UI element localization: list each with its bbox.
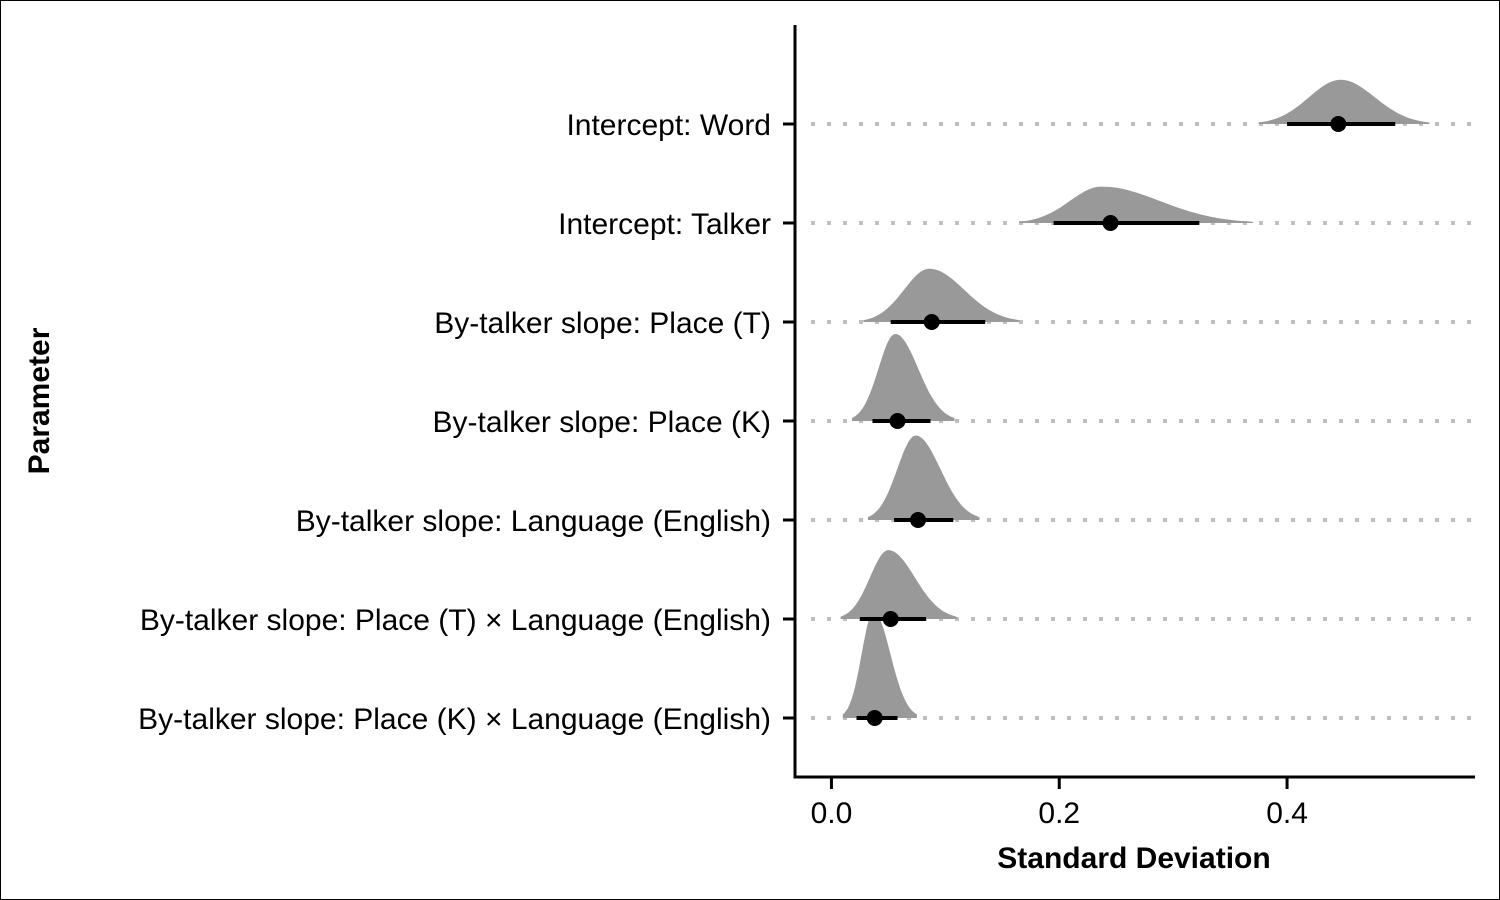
y-tick-label: Intercept: Word	[566, 109, 771, 142]
y-tick-label: By-talker slope: Language (English)	[296, 505, 771, 538]
y-tick-label: By-talker slope: Place (T)	[434, 307, 771, 340]
y-tick-label: By-talker slope: Place (T) × Language (E…	[140, 604, 771, 637]
x-tick-label: 0.2	[1038, 797, 1080, 830]
median-point	[889, 413, 906, 429]
density-curve	[840, 550, 957, 619]
median-point	[866, 710, 883, 726]
x-tick-label: 0.4	[1266, 797, 1308, 830]
y-tick-label: By-talker slope: Place (K)	[433, 406, 771, 439]
median-point	[1330, 116, 1347, 132]
x-axis-title: Standard Deviation	[997, 842, 1270, 875]
x-axis-ticks: 0.0 0.2 0.4	[811, 777, 1308, 830]
median-point	[910, 512, 927, 528]
median-point	[923, 314, 940, 330]
x-tick-label: 0.0	[811, 797, 853, 830]
y-tick-label: By-talker slope: Place (K) × Language (E…	[138, 703, 771, 736]
y-tick-label: Intercept: Talker	[558, 208, 771, 241]
density-layer	[840, 79, 1430, 718]
density-curve	[1019, 186, 1253, 223]
y-axis-ticks: Intercept: Word Intercept: Talker By-talke…	[138, 109, 795, 736]
interval-layer	[856, 116, 1396, 726]
density-curve	[867, 435, 980, 520]
y-axis-title: Parameter	[23, 327, 56, 474]
density-curve	[863, 268, 1020, 322]
median-point	[1102, 215, 1119, 231]
density-curve	[852, 334, 955, 421]
density-curve	[842, 611, 917, 718]
density-curve	[1258, 79, 1430, 124]
median-point	[882, 611, 899, 627]
